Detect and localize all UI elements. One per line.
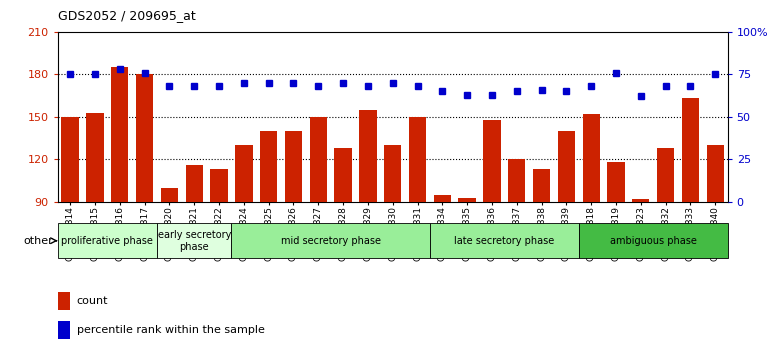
Bar bbox=[484, 120, 500, 329]
Bar bbox=[310, 117, 327, 329]
Bar bbox=[557, 131, 575, 329]
Bar bbox=[334, 148, 352, 329]
Text: proliferative phase: proliferative phase bbox=[62, 236, 153, 246]
Bar bbox=[285, 131, 302, 329]
Text: early secretory
phase: early secretory phase bbox=[158, 230, 231, 252]
Bar bbox=[608, 162, 624, 329]
Text: count: count bbox=[76, 296, 108, 306]
Bar bbox=[508, 159, 525, 329]
Bar bbox=[186, 165, 203, 329]
Bar bbox=[707, 145, 724, 329]
Text: ambiguous phase: ambiguous phase bbox=[610, 236, 697, 246]
Text: other: other bbox=[23, 236, 53, 246]
Bar bbox=[582, 114, 600, 329]
Bar bbox=[58, 223, 157, 258]
Bar bbox=[657, 148, 675, 329]
Bar bbox=[58, 321, 70, 339]
Text: mid secretory phase: mid secretory phase bbox=[281, 236, 380, 246]
Bar bbox=[533, 169, 551, 329]
Bar bbox=[58, 292, 70, 310]
Text: GDS2052 / 209695_at: GDS2052 / 209695_at bbox=[58, 9, 196, 22]
Bar bbox=[434, 195, 451, 329]
Bar bbox=[458, 198, 476, 329]
Bar bbox=[235, 145, 253, 329]
Text: percentile rank within the sample: percentile rank within the sample bbox=[76, 325, 264, 335]
Bar bbox=[409, 117, 427, 329]
Bar bbox=[210, 169, 228, 329]
Bar bbox=[359, 110, 377, 329]
Bar bbox=[62, 117, 79, 329]
Bar bbox=[157, 223, 232, 258]
Bar bbox=[632, 199, 649, 329]
Bar bbox=[384, 145, 401, 329]
Bar bbox=[111, 67, 129, 329]
Bar bbox=[232, 223, 430, 258]
Bar bbox=[579, 223, 728, 258]
Bar bbox=[86, 113, 104, 329]
Text: late secretory phase: late secretory phase bbox=[454, 236, 554, 246]
Bar bbox=[161, 188, 178, 329]
Bar bbox=[136, 74, 153, 329]
Bar bbox=[681, 98, 699, 329]
Bar bbox=[260, 131, 277, 329]
Bar bbox=[430, 223, 579, 258]
